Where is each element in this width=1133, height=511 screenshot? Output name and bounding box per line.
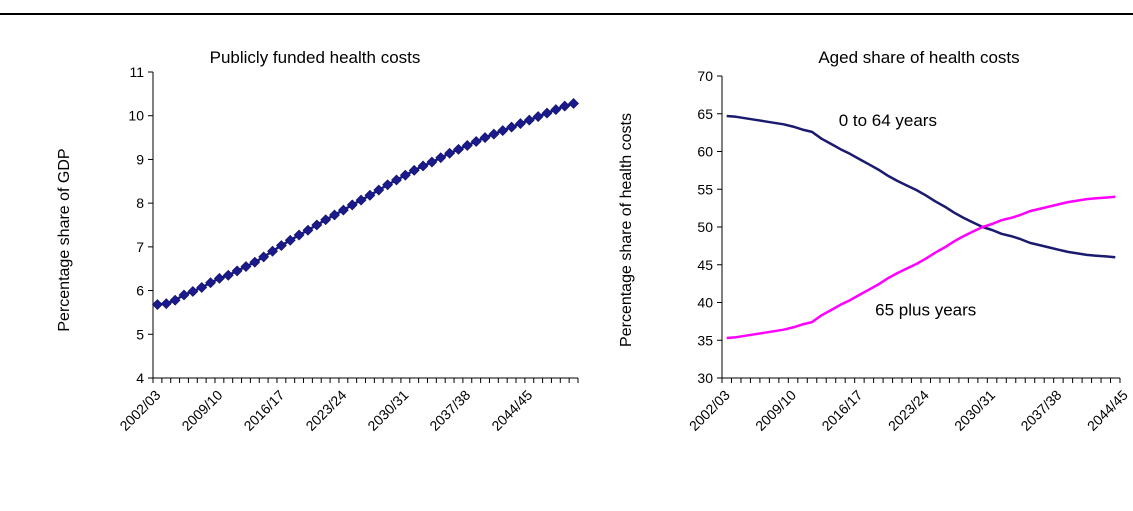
data-point: [453, 143, 464, 155]
data-point: [222, 269, 234, 281]
x-tick-label: 2009/10: [178, 387, 225, 434]
data-point: [329, 209, 340, 221]
data-point: [240, 261, 252, 272]
data-point: [364, 189, 376, 201]
data-point: [196, 282, 208, 293]
x-tick-label: 2030/31: [364, 387, 411, 434]
data-point: [541, 107, 553, 119]
y-tick-label: 9: [136, 151, 144, 167]
y-tick-label: 7: [136, 239, 144, 255]
x-tick-label: 2037/38: [426, 387, 473, 434]
annotations: 0 to 64 years 65 plus years: [839, 111, 977, 320]
x-tick-label: 2044/45: [1084, 387, 1131, 434]
chart-title: Aged share of health costs: [818, 48, 1019, 67]
data-point: [346, 199, 358, 211]
y-tick-label: 11: [129, 64, 144, 80]
chart-public-health-costs: Publicly funded health costs Percentage …: [56, 48, 579, 434]
data-point: [559, 100, 571, 112]
data-point: [152, 299, 163, 310]
chart-aged-share: Aged share of health costs Percentage sh…: [618, 48, 1131, 434]
x-tick-label: 2023/24: [885, 387, 932, 434]
data-point: [470, 136, 482, 147]
data-point: [293, 229, 305, 241]
data-point: [311, 219, 323, 231]
x-tick-label: 2009/10: [752, 387, 799, 434]
data-point: [568, 98, 579, 109]
x-tick-label: 2002/03: [686, 387, 733, 434]
x-tick-label: 2002/03: [116, 387, 163, 434]
data-point: [258, 251, 270, 263]
data-point: [461, 140, 473, 151]
data-point: [488, 128, 500, 140]
y-axis-label: Percentage share of health costs: [618, 113, 635, 347]
data-point: [249, 256, 261, 268]
y-tick-label: 5: [136, 326, 144, 342]
y-axis-label: Percentage share of GDP: [56, 148, 73, 331]
y-tick-label: 35: [697, 332, 713, 348]
data-point: [515, 118, 526, 130]
data-point: [213, 272, 225, 284]
y-tick-label: 65: [697, 106, 713, 122]
data-point: [302, 224, 314, 236]
x-tick-label: 2030/31: [951, 387, 998, 434]
series-line-2: [726, 195, 1116, 340]
x-tick-label: 2037/38: [1017, 387, 1064, 434]
x-tick-label: 2016/17: [818, 387, 865, 434]
y-axis: 30 35 40 45 50 55 60 65 70: [697, 68, 723, 386]
series-layer: [726, 114, 1116, 340]
y-tick-label: 70: [697, 68, 713, 84]
y-tick-label: 50: [697, 219, 713, 235]
data-point: [178, 289, 190, 301]
data-point: [231, 265, 243, 277]
data-point: [426, 156, 438, 168]
data-point: [523, 114, 535, 126]
series-line-1: [726, 114, 1116, 259]
y-tick-label: 8: [136, 195, 144, 211]
y-tick-label: 45: [697, 257, 713, 273]
x-axis: 2002/03 2009/10 2016/17 2023/24 2030/31 2037/…: [686, 377, 1131, 434]
data-point: [417, 160, 429, 172]
data-point: [550, 104, 562, 116]
data-point: [382, 179, 394, 191]
data-point: [399, 169, 411, 181]
y-tick-label: 40: [697, 295, 713, 311]
data-point: [160, 298, 172, 310]
chart-title: Publicly funded health costs: [210, 48, 421, 67]
data-point: [337, 204, 349, 216]
data-point: [532, 111, 544, 123]
data-point: [187, 286, 199, 297]
data-point: [408, 164, 420, 176]
x-axis: 2002/03 2009/10 2016/17 2023/24 2030/31 2037/…: [116, 377, 579, 434]
x-tick-label: 2044/45: [488, 387, 535, 434]
y-tick-label: 30: [697, 370, 713, 386]
x-tick-label: 2023/24: [302, 387, 349, 434]
data-point: [373, 184, 385, 196]
data-point: [320, 214, 332, 226]
data-point: [391, 174, 402, 186]
data-point: [479, 132, 491, 143]
x-tick-label: 2016/17: [240, 387, 287, 434]
series-label: 0 to 64 years: [839, 111, 937, 130]
data-point: [355, 194, 367, 206]
data-point: [267, 245, 278, 257]
y-tick-label: 6: [136, 283, 144, 299]
y-tick-label: 10: [128, 108, 144, 124]
y-tick-label: 4: [136, 370, 144, 386]
data-point: [284, 234, 296, 246]
data-point: [506, 121, 518, 133]
series-label: 65 plus years: [875, 300, 976, 319]
data-point: [275, 240, 287, 251]
data-point: [205, 277, 216, 289]
data-point: [435, 152, 447, 164]
series-layer: [152, 98, 579, 310]
y-axis: 4 5 6 7 8 9 10 11: [128, 64, 154, 386]
data-point: [497, 125, 509, 137]
y-tick-label: 60: [697, 144, 713, 160]
y-tick-label: 55: [697, 181, 713, 197]
data-point: [444, 147, 456, 159]
data-point: [169, 294, 181, 306]
